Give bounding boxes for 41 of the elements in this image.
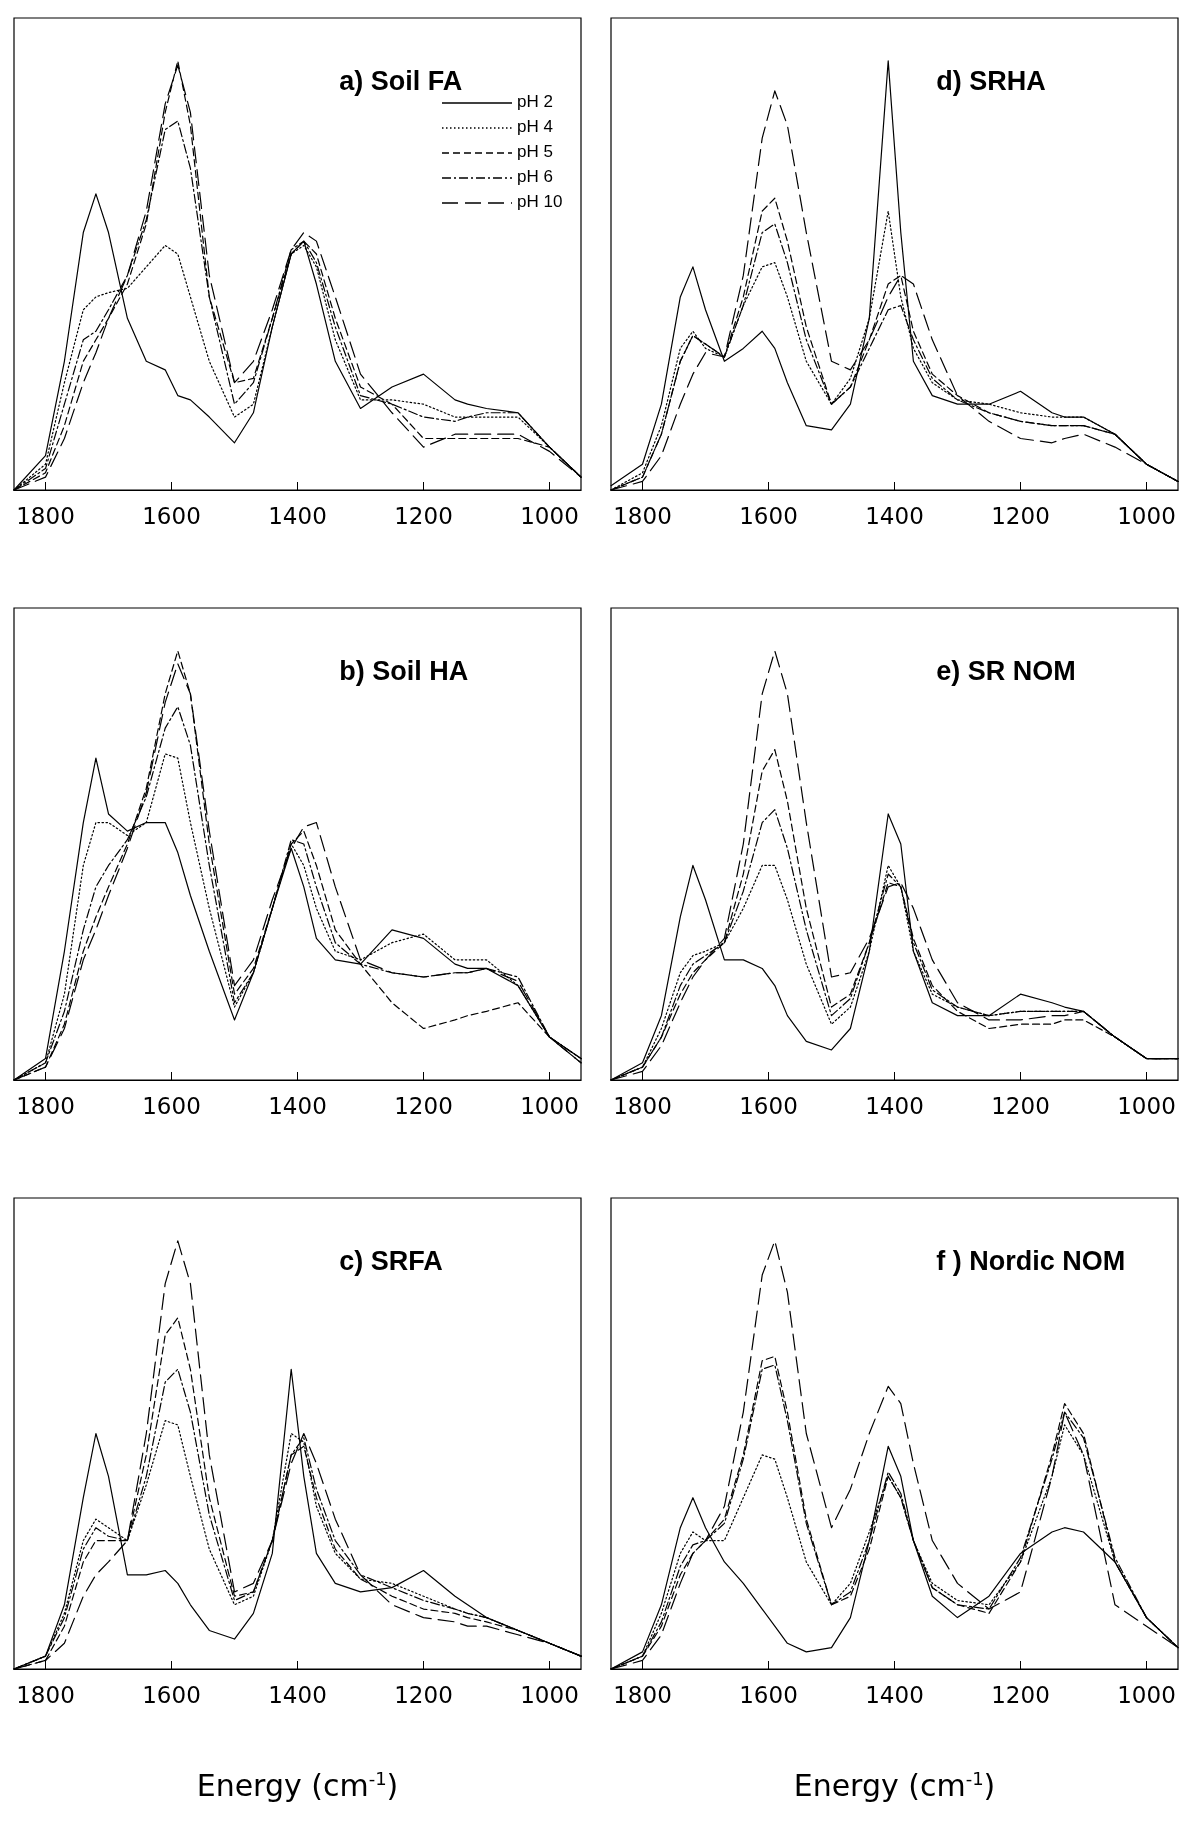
x-tick-label: 1000 <box>520 502 579 529</box>
x-tick-label: 1400 <box>268 1681 327 1708</box>
x-tick-label: 1400 <box>865 1681 924 1708</box>
legend-label: pH 2 <box>517 92 553 111</box>
x-tick-label: 1000 <box>1117 1681 1176 1708</box>
x-tick-label: 1000 <box>1117 1092 1176 1119</box>
x-tick-label: 1800 <box>16 1681 75 1708</box>
chart-title: d) SRHA <box>936 65 1046 96</box>
x-tick-label: 1800 <box>613 1681 672 1708</box>
x-tick-label: 1200 <box>394 1681 453 1708</box>
x-tick-label: 1200 <box>991 1681 1050 1708</box>
chart-title: c) SRFA <box>339 1245 443 1276</box>
legend-label: pH 4 <box>517 117 553 136</box>
chart-title: f ) Nordic NOM <box>936 1245 1126 1276</box>
x-tick-label: 1800 <box>613 1092 672 1119</box>
x-tick-label: 1800 <box>613 502 672 529</box>
x-tick-label: 1200 <box>394 502 453 529</box>
x-tick-label: 1600 <box>142 1092 201 1119</box>
x-tick-label: 1600 <box>739 502 798 529</box>
x-tick-label: 1600 <box>739 1681 798 1708</box>
x-tick-label: 1400 <box>268 502 327 529</box>
x-tick-label: 1000 <box>520 1681 579 1708</box>
x-tick-label: 1400 <box>865 1092 924 1119</box>
x-tick-label: 1800 <box>16 502 75 529</box>
x-tick-label: 1200 <box>991 1092 1050 1119</box>
x-tick-label: 1200 <box>394 1092 453 1119</box>
x-tick-label: 1600 <box>142 1681 201 1708</box>
chart-title: a) Soil FA <box>339 65 463 96</box>
x-tick-label: 1800 <box>16 1092 75 1119</box>
x-tick-label: 1600 <box>142 502 201 529</box>
x-tick-label: 1000 <box>520 1092 579 1119</box>
x-tick-label: 1000 <box>1117 502 1176 529</box>
x-tick-label: 1200 <box>991 502 1050 529</box>
x-tick-label: 1400 <box>865 502 924 529</box>
legend-label: pH 5 <box>517 142 553 161</box>
x-tick-label: 1600 <box>739 1092 798 1119</box>
x-tick-label: 1400 <box>268 1092 327 1119</box>
legend-label: pH 6 <box>517 167 553 186</box>
chart-title: b) Soil HA <box>339 655 469 686</box>
chart-title: e) SR NOM <box>936 655 1076 686</box>
legend-label: pH 10 <box>517 192 563 211</box>
